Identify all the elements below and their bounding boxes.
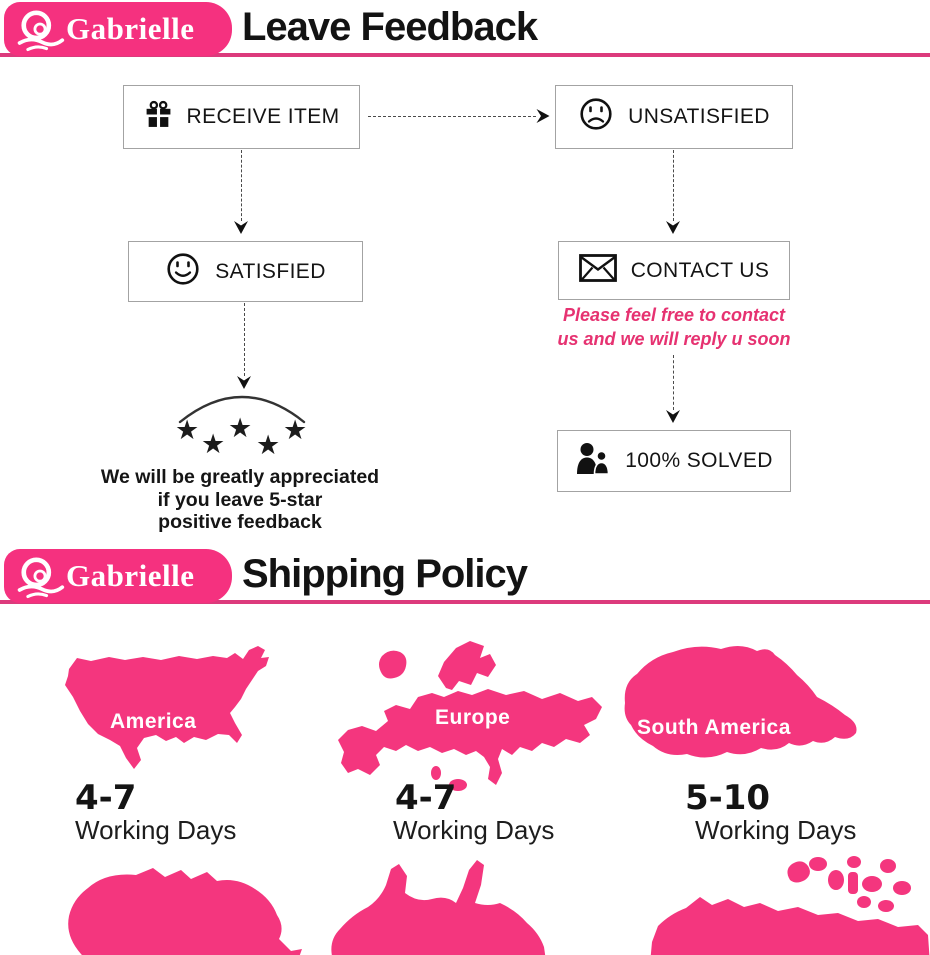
sad-face-icon — [578, 96, 614, 138]
unsatisfied-box: UNSATISFIED — [555, 85, 793, 149]
contact-note: Please feel free to contact us and we wi… — [540, 303, 808, 351]
dashed-arrow-receive-to-unsatisfied — [368, 108, 550, 124]
region-label-south-america: South America — [637, 716, 791, 739]
solved-label: 100% SOLVED — [625, 449, 773, 472]
star-icon: ★ — [228, 413, 253, 443]
envelope-icon — [578, 253, 617, 288]
people-icon — [575, 442, 611, 480]
brand-logo-icon — [14, 554, 66, 605]
brand-name: Gabrielle — [66, 558, 195, 593]
feedback-note-line3: positive feedback — [158, 511, 322, 533]
contact-note-line1: Please feel free to contact — [562, 305, 786, 325]
africa-map — [68, 868, 302, 955]
arrowhead-down-icon — [237, 376, 251, 389]
canada-map — [650, 856, 930, 955]
america-days-unit: Working Days — [75, 815, 237, 845]
arrowhead-down-icon — [234, 221, 248, 234]
dashed-arrow-contact-to-solved — [665, 355, 681, 423]
contact-us-label: CONTACT US — [630, 258, 770, 282]
usa-map — [65, 646, 269, 769]
brand-logo-icon — [14, 7, 66, 58]
gift-icon — [144, 100, 173, 135]
south-america-days-unit: Working Days — [695, 815, 857, 845]
region-label-europe: Europe — [435, 706, 511, 729]
five-star-group: ★ ★ ★ ★ ★ — [174, 390, 310, 466]
smiley-face-icon — [165, 251, 201, 293]
dashed-arrow-unsatisfied-to-contact — [665, 150, 681, 234]
satisfied-box: SATISFIED — [128, 241, 363, 302]
solved-box: 100% SOLVED — [557, 430, 791, 492]
satisfied-label: SATISFIED — [215, 259, 326, 283]
star-icon: ★ — [283, 415, 308, 445]
europe-days: 4-7 — [395, 778, 457, 818]
europe-map — [338, 641, 602, 791]
arrowhead-down-icon — [666, 410, 680, 423]
header-underline — [0, 53, 930, 57]
header-underline — [0, 600, 930, 604]
south-america-days: 5-10 — [685, 778, 771, 818]
feedback-note: We will be greatly appreciated if you le… — [70, 466, 410, 534]
feedback-note-line2: if you leave 5-star — [157, 488, 323, 511]
australia-map — [331, 860, 546, 955]
feedback-note-line1: We will be greatly appreciated — [100, 466, 380, 488]
brand-name: Gabrielle — [66, 11, 195, 46]
europe-days-unit: Working Days — [393, 815, 555, 845]
shipping-section-title: Shipping Policy — [242, 552, 528, 596]
arrowhead-down-icon — [666, 221, 680, 234]
dashed-arrow-satisfied-to-stars — [236, 303, 252, 389]
america-days: 4-7 — [75, 778, 137, 818]
receive-item-box: RECEIVE ITEM — [123, 85, 360, 149]
unsatisfied-label: UNSATISFIED — [628, 105, 770, 128]
receive-item-label: RECEIVE ITEM — [186, 105, 340, 128]
dashed-arrow-receive-to-satisfied — [233, 150, 249, 234]
feedback-section-title: Leave Feedback — [242, 5, 538, 49]
brand-badge: Gabrielle — [4, 2, 232, 56]
arrowhead-right-icon — [536, 109, 550, 123]
star-icon: ★ — [256, 430, 281, 460]
star-icon: ★ — [201, 429, 226, 459]
south-america-map — [624, 645, 857, 758]
region-label-america: America — [110, 710, 197, 733]
star-arc — [178, 395, 306, 424]
brand-badge: Gabrielle — [4, 549, 232, 603]
contact-note-line2: us and we will reply u soon — [557, 329, 791, 349]
star-icon: ★ — [175, 415, 200, 445]
contact-us-box: CONTACT US — [558, 241, 790, 300]
